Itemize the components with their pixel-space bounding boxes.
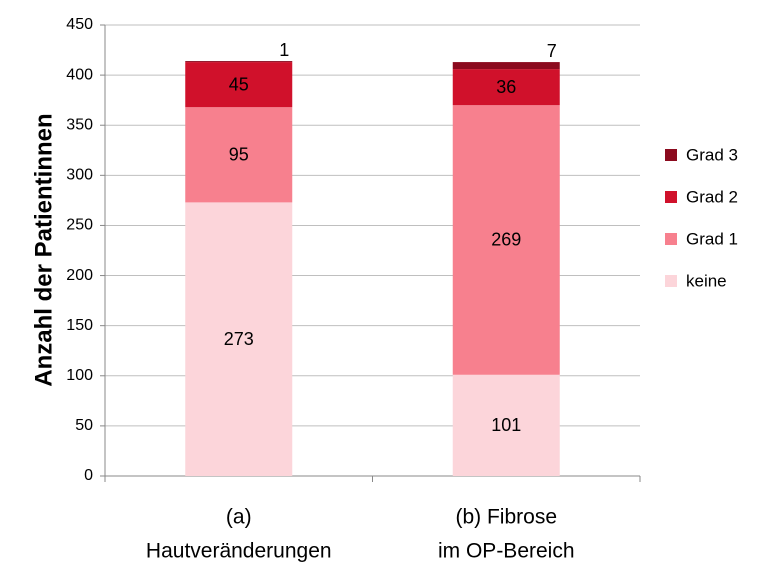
legend-swatch (665, 233, 677, 245)
y-tick-label: 450 (66, 16, 93, 33)
y-tick-label: 100 (66, 367, 93, 384)
data-label: 36 (496, 77, 516, 97)
legend-label: Grad 3 (686, 145, 738, 164)
data-label: 269 (491, 230, 521, 250)
x-tick-label: im OP-Bereich (438, 540, 575, 563)
data-label: 101 (491, 415, 521, 435)
bar-segment (185, 62, 293, 108)
y-tick-label: 0 (84, 467, 93, 484)
data-label: 45 (229, 74, 249, 94)
x-tick-label: (b) Fibrose (455, 506, 557, 529)
bar-segment (452, 69, 560, 106)
legend-swatch (665, 275, 677, 287)
y-tick-label: 300 (66, 167, 93, 184)
y-tick-label: 250 (66, 217, 93, 234)
data-label: 1 (279, 40, 289, 60)
y-tick-label: 400 (66, 66, 93, 83)
data-label: 7 (547, 41, 557, 61)
y-tick-label: 350 (66, 116, 93, 133)
legend-swatch (665, 191, 677, 203)
y-tick-label: 50 (75, 417, 93, 434)
y-tick-label: 200 (66, 267, 93, 284)
bar-segment (185, 61, 293, 63)
bar-segment (185, 107, 293, 203)
y-axis-title: Anzahl der Patientinnen (30, 113, 57, 386)
bar-segment (452, 105, 560, 375)
legend-label: Grad 2 (686, 187, 738, 206)
legend-label: Grad 1 (686, 229, 738, 248)
bar-segment (185, 202, 293, 477)
data-label: 273 (224, 329, 254, 349)
y-tick-label: 150 (66, 317, 93, 334)
x-tick-label: Hautveränderungen (146, 540, 332, 563)
bar-segment (452, 62, 560, 70)
legend-swatch (665, 149, 677, 161)
x-tick-label: (a) (226, 506, 252, 529)
bar-segment (452, 374, 560, 476)
data-label: 95 (229, 145, 249, 165)
legend-label: keine (686, 271, 727, 290)
